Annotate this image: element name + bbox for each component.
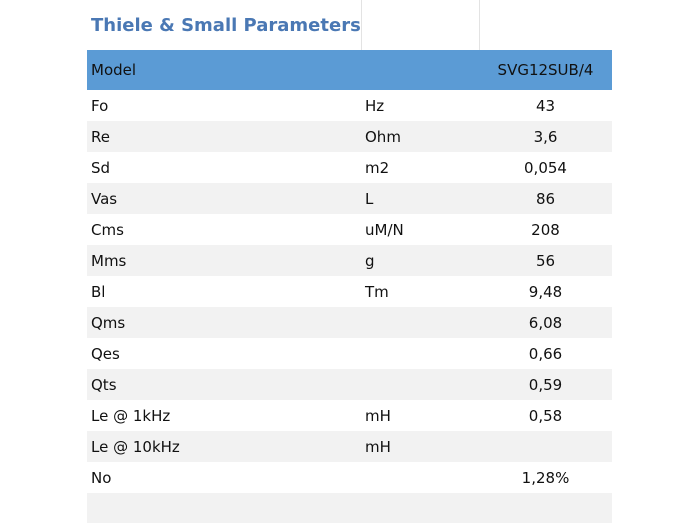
param-name: Mms [87,245,361,276]
param-unit: g [361,245,479,276]
param-name: Le @ 1kHz [87,400,361,431]
empty-cell [87,493,361,523]
param-name: Qts [87,369,361,400]
empty-cell [361,493,479,523]
param-value: 86 [479,183,612,214]
table-row: Cms uM/N 208 [87,214,612,245]
param-value [479,431,612,462]
param-unit [361,369,479,400]
param-value: 1,28% [479,462,612,493]
header-model-label: Model [87,50,361,90]
param-value: 208 [479,214,612,245]
param-unit: L [361,183,479,214]
param-name: Vas [87,183,361,214]
table-title: Thiele & Small Parameters [87,0,362,50]
param-unit: Ohm [361,121,479,152]
param-name: Bl [87,276,361,307]
param-name: Le @ 10kHz [87,431,361,462]
parameters-table: Thiele & Small Parameters Model SVG12SUB… [87,0,612,523]
table-row: Mms g 56 [87,245,612,276]
param-unit [361,462,479,493]
table-row: No 1,28% [87,462,612,493]
title-cell-empty [479,0,612,50]
param-value: 0,59 [479,369,612,400]
param-value: 43 [479,90,612,121]
title-row: Thiele & Small Parameters [87,0,612,50]
param-unit [361,307,479,338]
param-unit [361,338,479,369]
param-name: Sd [87,152,361,183]
param-unit: uM/N [361,214,479,245]
header-row: Model SVG12SUB/4 [87,50,612,90]
table-row: Qts 0,59 [87,369,612,400]
title-cell-empty [361,0,480,50]
param-name: Re [87,121,361,152]
param-unit: Hz [361,90,479,121]
param-value: 6,08 [479,307,612,338]
param-unit: m2 [361,152,479,183]
param-value: 0,58 [479,400,612,431]
param-name: Qms [87,307,361,338]
param-name: Fo [87,90,361,121]
param-value: 56 [479,245,612,276]
param-unit: Tm [361,276,479,307]
header-cell-empty [361,50,479,90]
param-unit: mH [361,400,479,431]
table-row: Qes 0,66 [87,338,612,369]
param-value: 0,054 [479,152,612,183]
table-row: Le @ 1kHz mH 0,58 [87,400,612,431]
table-row-empty [87,493,612,523]
param-unit: mH [361,431,479,462]
empty-cell [479,493,612,523]
param-value: 0,66 [479,338,612,369]
header-model-name: SVG12SUB/4 [479,50,612,90]
param-name: Cms [87,214,361,245]
table-row: Vas L 86 [87,183,612,214]
table-row: Le @ 10kHz mH [87,431,612,462]
table-row: Qms 6,08 [87,307,612,338]
table-row: Fo Hz 43 [87,90,612,121]
param-value: 3,6 [479,121,612,152]
param-name: Qes [87,338,361,369]
param-value: 9,48 [479,276,612,307]
table-row: Sd m2 0,054 [87,152,612,183]
table-row: Bl Tm 9,48 [87,276,612,307]
param-name: No [87,462,361,493]
table-row: Re Ohm 3,6 [87,121,612,152]
